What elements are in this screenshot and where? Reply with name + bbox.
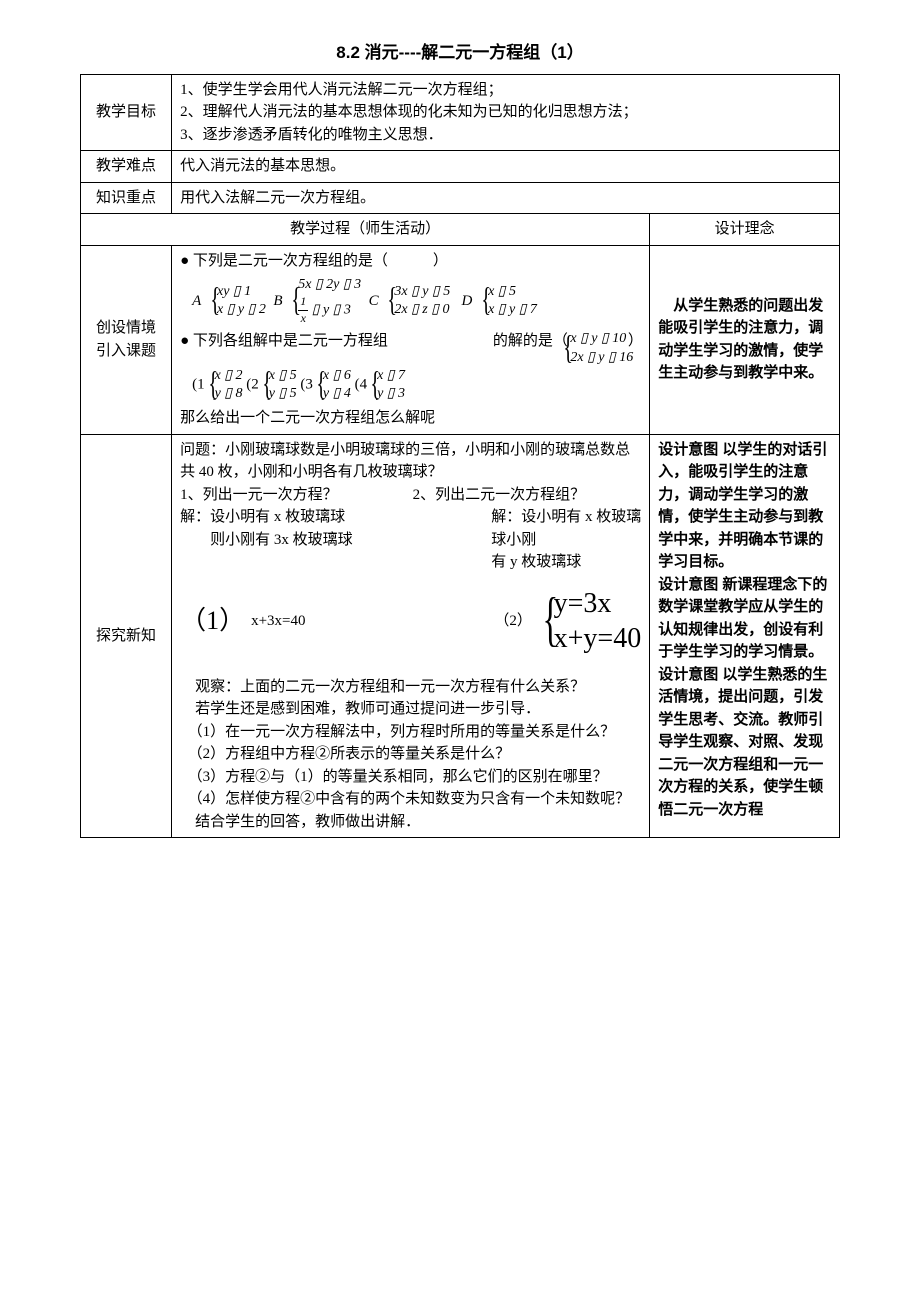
s2-p7: 若学生还是感到困难，教师可通过提问进一步引导． xyxy=(180,698,641,721)
row-difficulty: 教学难点 代入消元法的基本思想。 xyxy=(81,151,840,183)
cell-section2-rationale: 设计意图 以学生的对话引入，能吸引学生的注意力，调动学生学习的激情，使学生主动参… xyxy=(650,434,840,838)
lesson-table: 教学目标 1、使学生学会用代人消元法解二元一次方程组； 2、理解代人消元法的基本… xyxy=(80,74,840,839)
cell-section1-rationale: 从学生熟悉的问题出发能吸引学生的注意力，调动学生学习的激情，使学生主动参与到教学… xyxy=(650,245,840,434)
page-title: 8.2 消元----解二元一方程组（1） xyxy=(80,40,840,66)
cell-goal-text: 1、使学生学会用代人消元法解二元一次方程组； 2、理解代人消元法的基本思想体现的… xyxy=(172,74,840,151)
cell-section2-content: 问题：小刚玻璃球数是小明玻璃球的三倍，小明和小刚的玻璃总数总共 40 枚，小刚和… xyxy=(172,434,650,838)
opt-3: x ▯ 6y ▯ 4 xyxy=(313,367,351,403)
opt-D: x ▯ 5x ▯ y ▯ 7 xyxy=(478,283,537,319)
s2-p8: （1）在一元一次方程解法中，列方程时所用的等量关系是什么？ xyxy=(180,721,641,744)
s2-p1: 问题：小刚玻璃球数是小明玻璃球的三倍，小明和小刚的玻璃总数总共 40 枚，小刚和… xyxy=(180,439,641,484)
eq2-system: y=3x x+y=40 xyxy=(536,586,642,656)
s1-closing: 那么给出一个二元一次方程组怎么解呢 xyxy=(180,407,641,430)
s2-p5a: 解：设小明有 x 枚玻璃球小刚 xyxy=(491,506,641,551)
s1-q2-options: (1x ▯ 2y ▯ 8 (2x ▯ 5y ▯ 5 (3x ▯ 6y ▯ 4 (… xyxy=(192,367,641,403)
s2-p9: （2）方程组中方程②所表示的等量关系是什么？ xyxy=(180,743,641,766)
goal-3: 3、逐步渗透矛盾转化的唯物主义思想． xyxy=(180,124,831,147)
cell-section2-label: 探究新知 xyxy=(81,434,172,838)
s2-p12: 结合学生的回答，教师做出讲解． xyxy=(180,811,641,834)
row-key: 知识重点 用代入法解二元一次方程组。 xyxy=(81,182,840,214)
cell-process-header: 教学过程（师生活动） xyxy=(81,214,650,246)
opt-B: 5x ▯ 2y ▯ 3 1x ▯ y ▯ 3 xyxy=(288,276,361,326)
eq1: x+3x=40 xyxy=(251,610,305,633)
cell-difficulty-text: 代入消元法的基本思想。 xyxy=(172,151,840,183)
row-section1: 创设情境 引入课题 ● 下列是二元一次方程组的是（ ） A xy ▯ 1x ▯ … xyxy=(81,245,840,434)
opt-1: x ▯ 2y ▯ 8 xyxy=(205,367,243,403)
s1-q1-options: A xy ▯ 1x ▯ y ▯ 2 B 5x ▯ 2y ▯ 3 1x ▯ y ▯… xyxy=(192,276,641,326)
s2-p2: 1、列出一元一次方程？ 2、列出二元一次方程组？ xyxy=(180,484,641,507)
row-process-header: 教学过程（师生活动） 设计理念 xyxy=(81,214,840,246)
s2-p5b: 有 y 枚玻璃球 xyxy=(491,551,641,574)
s2-p11: （4）怎样使方程②中含有的两个未知数变为只含有一个未知数呢？ xyxy=(180,788,641,811)
cell-key-text: 用代入法解二元一次方程组。 xyxy=(172,182,840,214)
cell-goal-label: 教学目标 xyxy=(81,74,172,151)
label-D: D xyxy=(461,293,472,309)
s1-q2-system: x ▯ y ▯ 102x ▯ y ▯ 16 xyxy=(560,330,633,366)
cell-rationale-header: 设计理念 xyxy=(650,214,840,246)
opt-C: 3x ▯ y ▯ 52x ▯ z ▯ 0 xyxy=(384,283,450,319)
cell-difficulty-label: 教学难点 xyxy=(81,151,172,183)
opt-4: x ▯ 7y ▯ 3 xyxy=(367,367,405,403)
s2-p6: 观察：上面的二元一次方程组和一元一次方程有什么关系？ xyxy=(180,676,641,699)
eq2-label: （2） xyxy=(494,610,532,633)
label-A: A xyxy=(192,293,201,309)
opt-2: x ▯ 5y ▯ 5 xyxy=(259,367,297,403)
row-goal: 教学目标 1、使学生学会用代人消元法解二元一次方程组； 2、理解代人消元法的基本… xyxy=(81,74,840,151)
s2-p3: 解：设小明有 x 枚玻璃球 xyxy=(180,506,491,529)
goal-1: 1、使学生学会用代人消元法解二元一次方程组； xyxy=(180,79,831,102)
label-C: C xyxy=(369,293,379,309)
opt-A: xy ▯ 1x ▯ y ▯ 2 xyxy=(207,283,266,319)
s1-q1: ● 下列是二元一次方程组的是（ ） xyxy=(198,250,641,273)
row-section2: 探究新知 问题：小刚玻璃球数是小明玻璃球的三倍，小明和小刚的玻璃总数总共 40 … xyxy=(81,434,840,838)
cell-key-label: 知识重点 xyxy=(81,182,172,214)
eq1-label: （1） xyxy=(180,601,245,640)
label-B: B xyxy=(273,293,282,309)
goal-2: 2、理解代人消元法的基本思想体现的化未知为已知的化归思想方法； xyxy=(180,101,831,124)
s2-p10: （3）方程②与（1）的等量关系相同，那么它们的区别在哪里？ xyxy=(180,766,641,789)
cell-section1-label: 创设情境 引入课题 xyxy=(81,245,172,434)
s2-p4: 则小刚有 3x 枚玻璃球 xyxy=(180,529,491,552)
cell-section1-content: ● 下列是二元一次方程组的是（ ） A xy ▯ 1x ▯ y ▯ 2 B 5x… xyxy=(172,245,650,434)
